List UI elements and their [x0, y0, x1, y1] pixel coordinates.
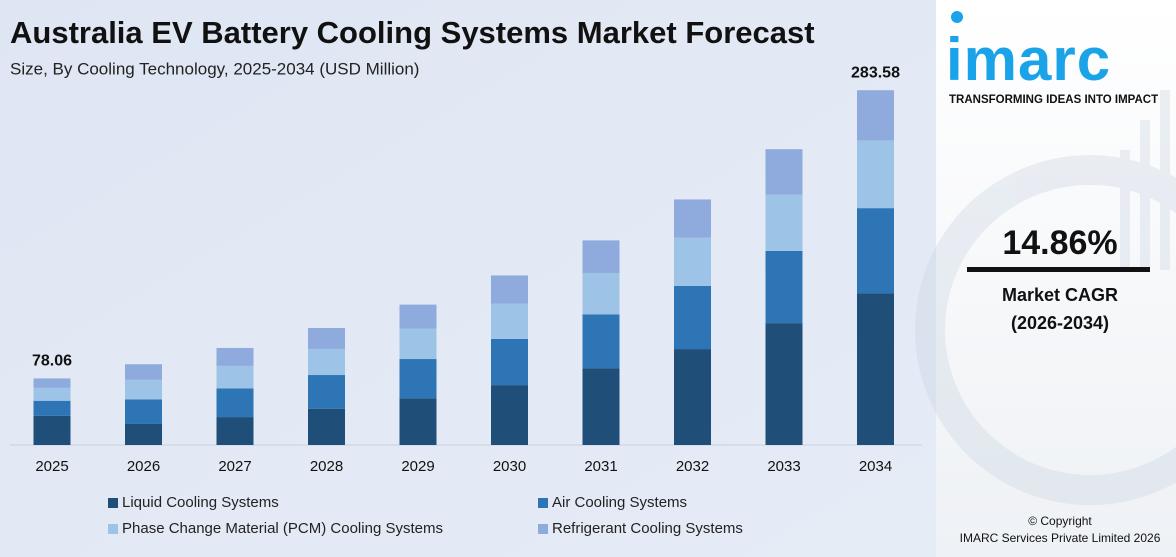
bar-segment — [399, 304, 437, 329]
tagline: TRANSFORMING IDEAS INTO IMPACT — [949, 94, 1158, 106]
bar-segment — [33, 400, 71, 416]
x-tick-label: 2032 — [676, 458, 709, 475]
bar-segment — [125, 399, 162, 424]
bar-segment — [582, 314, 620, 369]
bar-segment — [33, 415, 71, 445]
legend-swatch — [108, 524, 118, 534]
bar-segment — [308, 328, 345, 349]
bar-segment — [765, 149, 803, 195]
bar-segment — [765, 194, 803, 251]
legend-label: Liquid Cooling Systems — [122, 494, 279, 511]
x-tick-label: 2034 — [859, 458, 892, 475]
x-tick-label: 2031 — [584, 458, 617, 475]
x-tick-label: 2027 — [218, 458, 251, 475]
bar-segment — [125, 379, 162, 400]
cagr-period: (2026-2034) — [1011, 313, 1109, 333]
side-decoration — [915, 90, 1176, 505]
side-panel — [936, 0, 1176, 557]
company: IMARC Services Private Limited 2026 — [960, 531, 1161, 545]
bar-segment — [33, 378, 71, 388]
bar-segment — [216, 347, 254, 366]
bar-segment — [674, 349, 711, 445]
bar-segment — [857, 208, 894, 294]
copyright: © Copyright — [1028, 514, 1092, 528]
x-tick-label: 2029 — [401, 458, 434, 475]
bar-segment — [399, 398, 437, 445]
cagr-rule — [967, 267, 1150, 272]
logo: imarc — [946, 26, 1111, 93]
bar-segment — [308, 348, 345, 376]
bar-segment — [125, 364, 162, 380]
legend-swatch — [538, 498, 548, 508]
bar-segment — [582, 273, 620, 315]
legend-swatch — [108, 498, 118, 508]
total-label: 78.06 — [32, 353, 72, 370]
cagr-label: Market CAGR — [1002, 285, 1118, 305]
bar-segment — [399, 328, 437, 360]
bar-segment — [857, 293, 894, 445]
chart-subtitle: Size, By Cooling Technology, 2025-2034 (… — [10, 59, 419, 78]
bar-segment — [216, 365, 254, 389]
bar-segment — [765, 250, 803, 324]
bar-segment — [674, 199, 711, 238]
total-label: 283.58 — [851, 64, 900, 81]
x-tick-label: 2025 — [35, 458, 68, 475]
bar-segment — [857, 140, 894, 209]
bar-segment — [582, 240, 620, 274]
bar-segment — [216, 388, 254, 418]
bar-segment — [491, 275, 528, 304]
bar-segment — [308, 408, 345, 445]
bar-segment — [216, 417, 254, 445]
bar-segment — [491, 338, 528, 386]
bar-segment — [491, 385, 528, 445]
chart-title: Australia EV Battery Cooling Systems Mar… — [10, 15, 815, 50]
legend-label: Phase Change Material (PCM) Cooling Syst… — [122, 520, 443, 537]
x-tick-label: 2033 — [767, 458, 800, 475]
bar-segment — [399, 359, 437, 399]
legend-swatch — [538, 524, 548, 534]
legend-label: Air Cooling Systems — [552, 494, 687, 511]
logo-dot — [951, 11, 963, 23]
bar-segment — [33, 387, 71, 401]
bar-segment — [765, 323, 803, 445]
x-tick-label: 2026 — [127, 458, 160, 475]
cagr-value: 14.86% — [1002, 224, 1117, 262]
bar-segment — [857, 90, 894, 141]
bar-segment — [582, 368, 620, 445]
bar-segment — [308, 375, 345, 409]
legend-label: Refrigerant Cooling Systems — [552, 520, 743, 537]
bar-segment — [674, 285, 711, 350]
bar-segment — [491, 303, 528, 339]
x-tick-label: 2030 — [493, 458, 526, 475]
bar-segment — [674, 237, 711, 286]
bar-segment — [125, 423, 162, 445]
x-tick-label: 2028 — [310, 458, 343, 475]
